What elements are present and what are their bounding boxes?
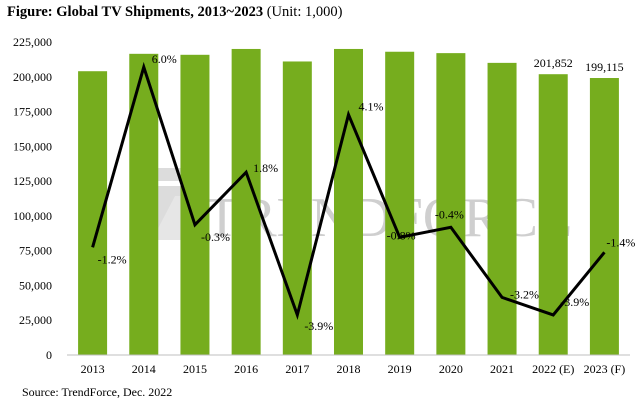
x-tick-label: 2022 (E) xyxy=(532,362,574,376)
x-tick-label: 2016 xyxy=(234,362,258,376)
x-tick-label: 2017 xyxy=(285,362,309,376)
growth-rate-label: -3.2% xyxy=(510,287,539,301)
growth-rate-label: -3.9% xyxy=(304,319,333,333)
y-tick-label: 150,000 xyxy=(13,139,52,153)
bar-2017 xyxy=(282,61,312,355)
growth-rate-line xyxy=(91,61,606,321)
y-tick-label: 50,000 xyxy=(19,278,52,292)
growth-rate-label: -1.4% xyxy=(606,235,635,249)
chart-title-unit: (Unit: 1,000) xyxy=(266,4,343,20)
y-tick-label: 100,000 xyxy=(13,209,52,223)
growth-rate-label: -1.2% xyxy=(98,252,127,266)
bar-2019 xyxy=(385,51,415,355)
growth-rate-label: -3.9% xyxy=(560,295,589,309)
growth-rate-label: -0.8% xyxy=(387,228,416,242)
x-tick-label: 2021 xyxy=(490,362,514,376)
source-note: Source: TrendForce, Dec. 2022 xyxy=(22,385,173,399)
bar-2015 xyxy=(180,54,210,356)
y-tick-label: 125,000 xyxy=(13,174,52,188)
bar-2020 xyxy=(436,53,466,356)
bar-2021 xyxy=(487,62,517,355)
x-tick-label: 2014 xyxy=(132,362,156,376)
chart-title: Figure: Global TV Shipments, 2013~2023 (… xyxy=(7,4,342,21)
x-tick-label: 2019 xyxy=(388,362,412,376)
growth-rate-label: 4.1% xyxy=(359,100,384,114)
growth-rate-label: 6.0% xyxy=(152,52,177,66)
x-tick-label: 2018 xyxy=(337,362,361,376)
bar-value-label: 201,852 xyxy=(534,56,573,70)
y-tick-label: 200,000 xyxy=(13,70,52,84)
bar-2018 xyxy=(334,48,363,355)
bar-value-label: 199,115 xyxy=(585,60,624,74)
y-tick-label: 225,000 xyxy=(13,35,52,49)
y-tick-label: 75,000 xyxy=(19,244,52,258)
growth-rate-label: -0.4% xyxy=(435,207,464,221)
growth-rate-label: -0.3% xyxy=(201,230,230,244)
y-tick-label: 25,000 xyxy=(19,313,52,327)
y-tick-label: 0 xyxy=(46,348,52,362)
x-tick-label: 2015 xyxy=(183,362,207,376)
x-tick-label: 2023 (F) xyxy=(584,362,626,376)
y-tick-label: 175,000 xyxy=(13,105,52,119)
chart-title-main: Figure: Global TV Shipments, 2013~2023 xyxy=(7,4,264,20)
x-tick-label: 2020 xyxy=(439,362,463,376)
x-tick-label: 2013 xyxy=(81,362,105,376)
growth-rate-label: 1.8% xyxy=(253,161,278,175)
bar-2023-F xyxy=(589,78,619,355)
bar-2022-E xyxy=(538,74,568,355)
